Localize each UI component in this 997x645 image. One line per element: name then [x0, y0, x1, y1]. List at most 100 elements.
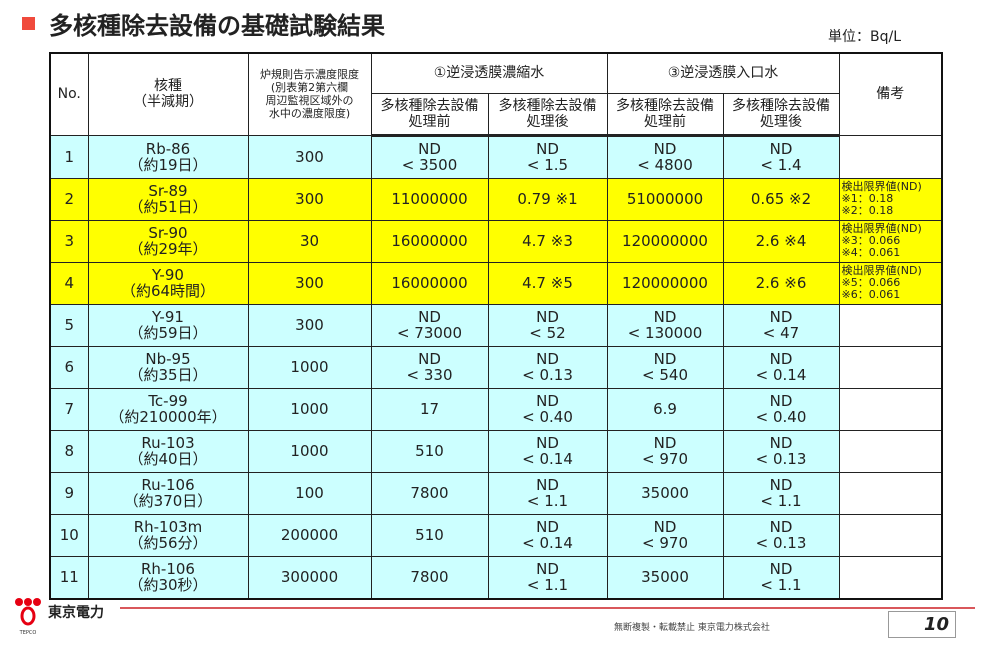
cell-inlet-after-line: < 1.4 — [760, 156, 802, 174]
cell-inlet-before-line: 6.9 — [653, 400, 677, 418]
cell-concentrate-after: ND < 1.1 — [487, 471, 608, 515]
cell-inlet-after: 0.65 ※2 — [722, 177, 840, 221]
cell-nuclide-line: （約59日） — [128, 324, 208, 342]
cell-nuclide: Rh-103m （約56分） — [87, 513, 249, 557]
cell-inlet-before: 35000 — [606, 471, 724, 515]
header-sub: 多核種除去設備 処理前 — [370, 92, 489, 137]
cell-concentrate-before: ND < 3500 — [370, 134, 489, 179]
cell-inlet-before-line: < 970 — [642, 450, 688, 468]
cell-nuclide-line: Sr-89 — [148, 182, 188, 200]
cell-nuclide-line: （約64時間） — [120, 282, 216, 300]
cell-inlet-after-line: < 0.14 — [755, 366, 807, 384]
cell-limit: 200000 — [247, 513, 372, 557]
cell-inlet-before-line: < 130000 — [627, 324, 703, 342]
cell-remarks-line: ※3：0.066 — [841, 234, 901, 247]
tepco-logo: TEPCO — [15, 598, 41, 636]
cell-no: 4 — [49, 261, 89, 305]
cell-remarks: 検出限界値(ND) ※3：0.066 ※4：0.061 — [838, 219, 943, 263]
cell-inlet-before-line: 120000000 — [622, 274, 708, 292]
cell-concentrate-before-line: 11000000 — [391, 190, 468, 208]
cell-inlet-after-line: < 0.40 — [755, 408, 807, 426]
cell-concentrate-before-line: ND — [418, 140, 441, 158]
cell-remarks-line: ※5：0.066 — [841, 276, 901, 289]
cell-inlet-before: ND < 540 — [606, 345, 724, 389]
header-sub: 多核種除去設備 処理後 — [722, 92, 840, 137]
header-sub-line: 多核種除去設備 — [732, 97, 830, 114]
cell-inlet-before-line: ND — [653, 308, 677, 326]
cell-remarks — [838, 387, 943, 431]
cell-nuclide: Rb-86 （約19日） — [87, 134, 249, 179]
cell-concentrate-after-line: ND — [536, 308, 559, 326]
cell-concentrate-before: 510 — [370, 429, 489, 473]
cell-inlet-before-line: 35000 — [641, 568, 689, 586]
cell-limit: 300 — [247, 303, 372, 347]
cell-inlet-after: ND < 0.13 — [722, 513, 840, 557]
table-row: 9 Ru-106 （約370日） 100 7800 ND < 1.1 35000 ND < 1.1 — [49, 471, 943, 515]
cell-nuclide-line: Rh-103m — [133, 518, 203, 536]
header-nuclide: 核種 （半減期） — [87, 52, 249, 136]
cell-limit: 1000 — [247, 345, 372, 389]
cell-nuclide-line: Y-91 — [152, 308, 184, 326]
cell-nuclide: Sr-89 （約51日） — [87, 177, 249, 221]
cell-concentrate-before-line: 7800 — [410, 568, 449, 586]
table-row: 7 Tc-99 （約210000年） 1000 17 ND < 0.40 6.9 ND < 0.4… — [49, 387, 943, 431]
cell-nuclide-line: （約56分） — [128, 534, 208, 552]
cell-nuclide-line: Rb-86 — [145, 139, 191, 158]
title-bullet-icon — [22, 17, 35, 30]
cell-concentrate-after-line: 4.7 ※3 — [522, 232, 573, 250]
cell-inlet-after-line: ND — [769, 476, 793, 494]
cell-concentrate-after: 4.7 ※5 — [487, 261, 608, 305]
cell-no-line: 8 — [64, 442, 75, 460]
cell-remarks-line: 検出限界値(ND) — [841, 264, 922, 277]
table-row: 2 Sr-89 （約51日） 300 11000000 0.79 ※1 51000000 0.… — [49, 177, 943, 221]
table-row: 1 Rb-86 （約19日） 300 ND < 3500 ND < 1.5 ND < 4800 ND… — [49, 134, 943, 179]
cell-concentrate-after-line: ND — [536, 350, 559, 368]
cell-concentrate-after-line: < 1.1 — [526, 576, 569, 594]
cell-nuclide: Tc-99 （約210000年） — [87, 387, 249, 431]
cell-inlet-before-line: < 4800 — [637, 156, 693, 174]
cell-remarks-line: ※1：0.18 — [841, 192, 894, 205]
cell-inlet-after-line: < 1.1 — [760, 576, 802, 594]
cell-nuclide-line: （約19日） — [128, 155, 208, 174]
header-sub-line: 多核種除去設備 — [498, 97, 597, 114]
cell-limit-line: 30 — [299, 232, 320, 250]
header-sub-line: 多核種除去設備 — [616, 97, 714, 114]
cell-inlet-before: 51000000 — [606, 177, 724, 221]
cell-remarks — [838, 471, 943, 515]
cell-inlet-before: ND < 4800 — [606, 134, 724, 179]
cell-limit: 300 — [247, 261, 372, 305]
cell-inlet-before: 35000 — [606, 555, 724, 599]
cell-remarks — [838, 513, 943, 557]
cell-concentrate-after-line: < 0.13 — [522, 366, 573, 384]
cell-inlet-before-line: ND — [653, 350, 677, 368]
cell-concentrate-after-line: 4.7 ※5 — [522, 274, 573, 292]
cell-concentrate-after-line: < 0.14 — [522, 534, 573, 552]
table-row: 6 Nb-95 （約35日） 1000 ND < 330 ND < 0.13 ND < 540 ND… — [49, 345, 943, 389]
cell-inlet-after-line: ND — [769, 560, 793, 578]
cell-nuclide: Y-90 （約64時間） — [87, 261, 249, 305]
brand-name: 東京電力 — [48, 605, 104, 621]
header-sub: 多核種除去設備 処理前 — [606, 92, 724, 137]
cell-no-line: 3 — [64, 232, 75, 250]
cell-concentrate-after: ND < 1.5 — [487, 134, 608, 179]
cell-concentrate-before: 7800 — [370, 471, 489, 515]
cell-remarks — [838, 134, 943, 179]
cell-inlet-after-line: ND — [769, 140, 793, 158]
cell-limit: 300000 — [247, 555, 372, 599]
cell-concentrate-after-line: < 0.40 — [522, 408, 573, 426]
cell-concentrate-after-line: < 52 — [529, 324, 566, 342]
cell-inlet-before-line: < 540 — [642, 366, 688, 384]
cell-inlet-after-line: 2.6 ※4 — [755, 232, 807, 250]
cell-nuclide-line: Y-90 — [152, 266, 184, 284]
cell-inlet-after-line: < 0.13 — [755, 450, 807, 468]
cell-no: 10 — [49, 513, 89, 557]
cell-inlet-before: 120000000 — [606, 219, 724, 263]
title-text: 多核種除去設備の基礎試験結果 — [49, 12, 385, 40]
cell-concentrate-after-line: ND — [536, 392, 559, 410]
header-sub-line: 多核種除去設備 — [380, 97, 479, 114]
cell-inlet-after: ND < 1.1 — [722, 555, 840, 599]
cell-nuclide-line: （約370日） — [123, 492, 213, 510]
cell-no-line: 4 — [64, 274, 75, 292]
cell-inlet-after: ND < 0.14 — [722, 345, 840, 389]
cell-limit-line: 1000 — [290, 358, 329, 376]
